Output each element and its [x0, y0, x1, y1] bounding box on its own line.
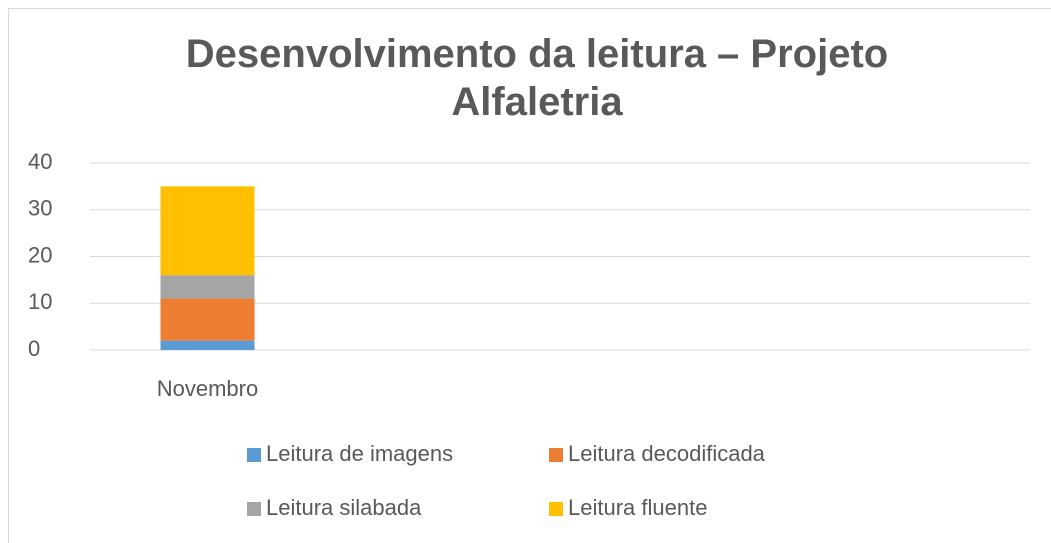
y-tick-label: 0 [28, 336, 40, 361]
legend-swatch [247, 502, 261, 516]
y-tick-label: 10 [28, 289, 52, 314]
y-tick-label: 20 [28, 242, 52, 267]
legend-swatch [549, 448, 563, 462]
chart-title: Desenvolvimento da leitura – Projeto Alf… [185, 32, 889, 124]
legend-label: Leitura fluente [568, 495, 707, 520]
y-tick-label: 40 [28, 149, 52, 174]
legend-label: Leitura silabada [266, 495, 422, 520]
bar-segment [160, 298, 255, 341]
legend-swatch [247, 448, 261, 462]
legend-label: Leitura de imagens [266, 441, 453, 466]
chart-frame [8, 8, 1051, 543]
y-tick-label: 30 [28, 196, 52, 221]
legend-swatch [549, 502, 563, 516]
bar-segment [160, 340, 255, 350]
bar-segment [160, 275, 255, 299]
legend-label: Leitura decodificada [568, 441, 766, 466]
bar-segment [160, 186, 255, 276]
x-tick-label: Novembro [157, 376, 258, 401]
